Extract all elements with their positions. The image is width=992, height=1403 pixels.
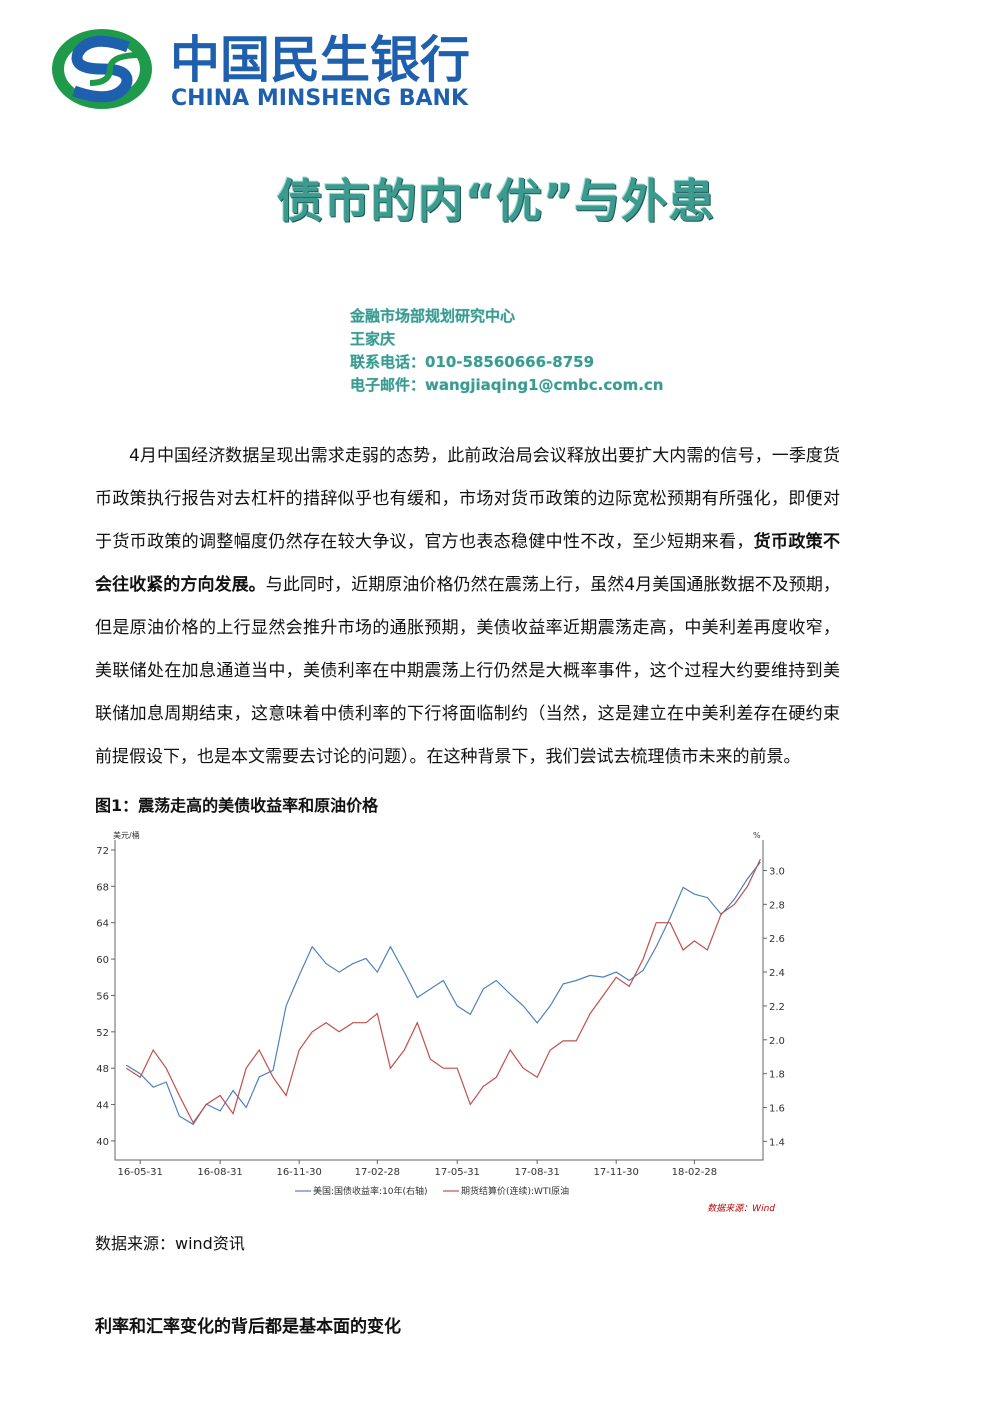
author-block: 金融市场部规划研究中心 王家庆 联系电话：010-58560666-8759 电…	[350, 305, 663, 397]
y2-unit: %	[753, 831, 761, 840]
y-tick-label: 56	[96, 991, 109, 1002]
phone: 联系电话：010-58560666-8759	[350, 353, 595, 371]
email: 电子邮件：wangjiaqing1@cmbc.com.cn	[350, 376, 664, 394]
figure-caption: 图1：震荡走高的美债收益率和原油价格	[95, 796, 379, 815]
x-tick-label: 17-08-31	[514, 1167, 559, 1178]
y-tick-label: 48	[96, 1064, 109, 1075]
y2-tick-label: 2.6	[769, 934, 785, 945]
y2-tick-label: 2.0	[769, 1036, 785, 1047]
y-tick-label: 60	[96, 955, 109, 966]
y-tick-label: 44	[96, 1101, 109, 1112]
text: 4月中国经济数据呈现出需求走弱的态势，此前政治局会议释放出要扩大内需的信号，一季…	[95, 446, 840, 552]
x-tick-label: 17-02-28	[355, 1167, 400, 1178]
x-tick-label: 16-08-31	[197, 1167, 242, 1178]
y-tick-label: 72	[96, 846, 109, 857]
bold-text: 货币政策不会往收紧的方向发展。	[95, 532, 841, 595]
y2-tick-label: 1.6	[769, 1104, 785, 1115]
legend-label: 美国:国债收益率:10年(右轴)	[313, 1185, 428, 1197]
chart: 40 44 48 52 56 60 64 68 72 1.4 1.6 1.8 2.0 2.2 2.4 2.6 2…	[96, 830, 785, 1214]
y-tick-label: 68	[96, 882, 109, 893]
y2-tick-label: 2.2	[769, 1002, 785, 1013]
logo: 中国民生银行 CHINA MINSHENG BANK	[52, 29, 470, 111]
y-tick-label: 52	[96, 1028, 109, 1039]
author-name: 王家庆	[350, 330, 396, 348]
source: 数据来源：wind资讯	[95, 1234, 245, 1253]
x-tick-label: 17-11-30	[594, 1167, 639, 1178]
x-tick-label: 16-05-31	[117, 1167, 162, 1178]
x-tick-label: 17-05-31	[435, 1167, 480, 1178]
paragraph: 4月中国经济数据呈现出需求走弱的态势，此前政治局会议释放出要扩大内需的信号，一季…	[95, 435, 840, 779]
y-unit: 美元/桶	[113, 830, 140, 840]
series-line	[125, 861, 761, 1126]
logo-en: CHINA MINSHENG BANK	[171, 86, 469, 111]
dept: 金融市场部规划研究中心	[350, 307, 516, 325]
y2-tick-label: 2.8	[769, 900, 785, 911]
y2-tick-label: 2.4	[769, 968, 785, 979]
y2-tick-label: 1.4	[769, 1137, 785, 1148]
y-tick-label: 64	[96, 919, 109, 930]
text: 与此同时，近期原油价格仍然在震荡上行，虽然4月美国通胀数据不及预期，但是原油价格…	[95, 575, 840, 767]
x-tick-label: 18-02-28	[672, 1167, 717, 1178]
source-note: 数据来源：Wind	[707, 1203, 775, 1214]
logo-cn: 中国民生银行	[170, 31, 470, 89]
x-tick-label: 16-11-30	[276, 1167, 321, 1178]
y-tick-label: 40	[96, 1137, 109, 1148]
series-line	[125, 858, 761, 1124]
axes	[114, 840, 764, 1161]
doc-title: 债市的内“优”与外患	[276, 174, 716, 228]
legend-label: 期货结算价(连续):WTI原油	[461, 1185, 569, 1197]
y2-tick-label: 3.0	[769, 866, 785, 877]
y2-tick-label: 1.8	[769, 1070, 785, 1081]
section-heading: 利率和汇率变化的背后都是基本面的变化	[95, 1317, 401, 1337]
